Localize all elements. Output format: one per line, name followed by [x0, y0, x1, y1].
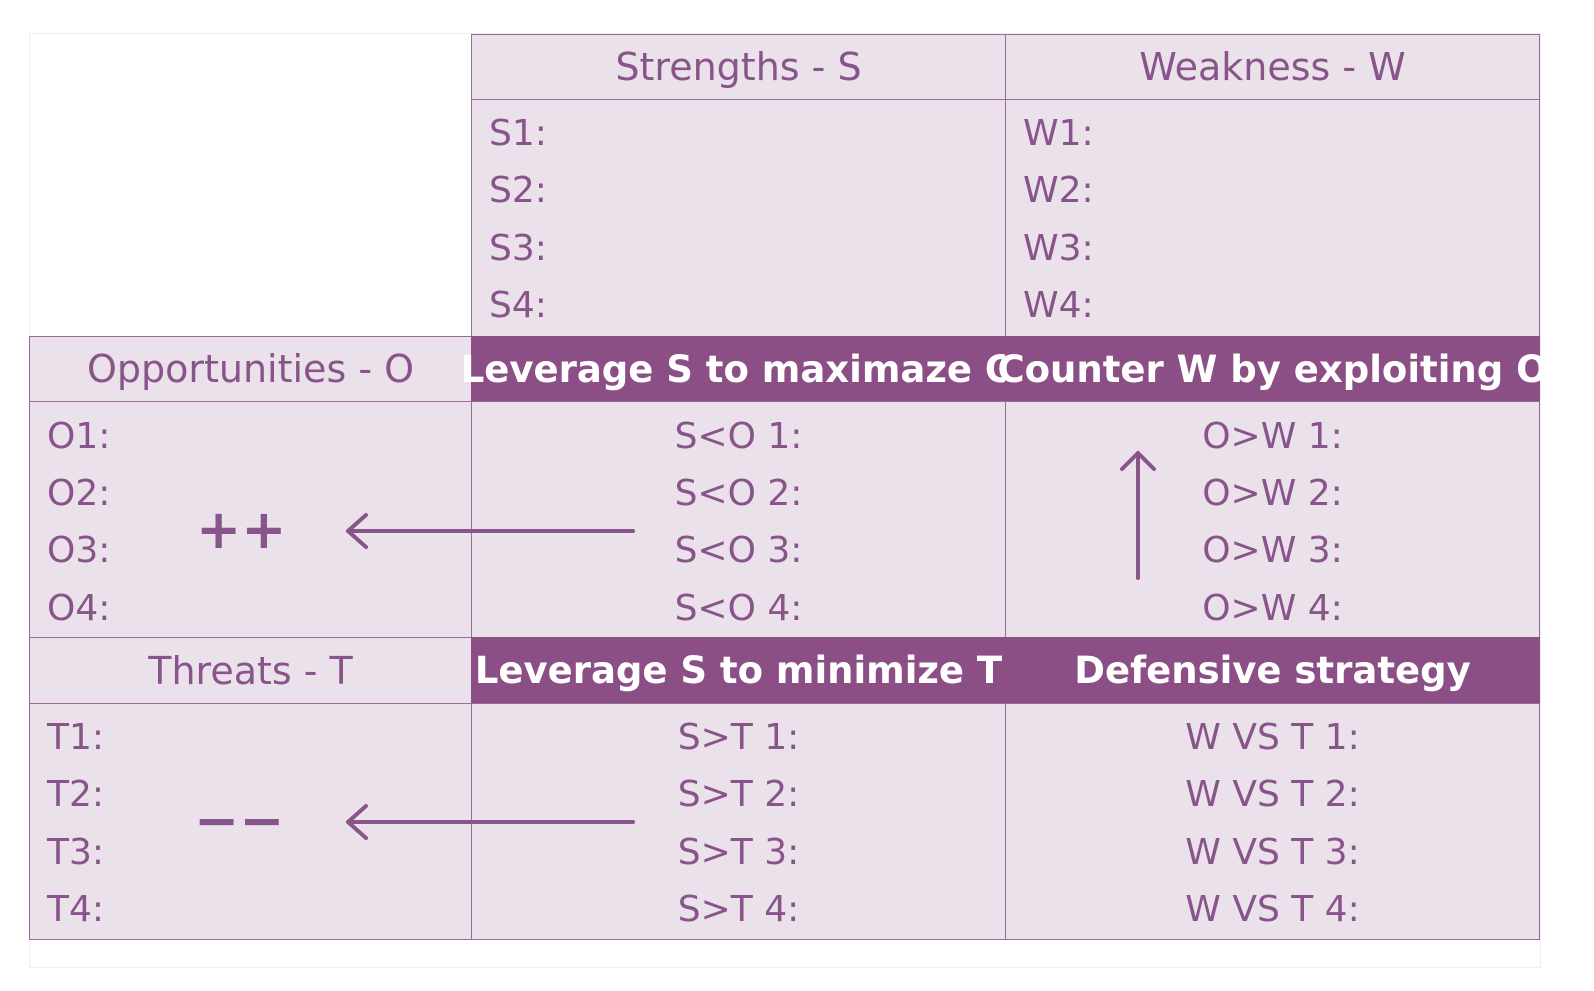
- strengths-header: Strengths - S: [471, 34, 1006, 100]
- minus-minus-symbol: −−: [194, 789, 285, 852]
- wo-strategy-header: Counter W by exploiting O: [997, 336, 1548, 402]
- plus-plus-symbol: ++: [196, 498, 287, 561]
- list-item: O1:: [47, 416, 111, 457]
- list-item: O>W 3:: [1202, 530, 1343, 571]
- list-item: S>T 1:: [677, 717, 800, 758]
- list-item: T3:: [47, 832, 105, 873]
- list-item: W VS T 3:: [1185, 832, 1360, 873]
- st-strategy-header: Leverage S to minimize T: [471, 637, 1006, 704]
- weakness-title: Weakness - W: [1139, 45, 1406, 89]
- list-item: W3:: [1023, 228, 1094, 269]
- list-item: O2:: [47, 473, 111, 514]
- wt-strategy-list: W VS T 1: W VS T 2: W VS T 3: W VS T 4:: [1005, 703, 1540, 940]
- list-item: S1:: [489, 113, 547, 154]
- list-item: O4:: [47, 588, 111, 629]
- threats-title: Threats - T: [148, 648, 353, 693]
- list-item: W2:: [1023, 170, 1094, 211]
- list-item: S<O 3:: [674, 530, 803, 571]
- list-item: S>T 4:: [677, 889, 800, 930]
- list-item: O>W 2:: [1202, 473, 1343, 514]
- list-item: W VS T 2:: [1185, 774, 1360, 815]
- list-item: S>T 3:: [677, 832, 800, 873]
- wt-strategy-header: Defensive strategy: [1005, 637, 1540, 704]
- st-strategy-title: Leverage S to minimize T: [474, 649, 1003, 692]
- so-strategy-title: Leverage S to maximaze O: [460, 347, 1017, 391]
- so-strategy-header: Leverage S to maximaze O: [461, 336, 1016, 402]
- list-item: O3:: [47, 530, 111, 571]
- list-item: T4:: [47, 889, 105, 930]
- opportunities-header: Opportunities - O: [29, 336, 472, 402]
- strengths-list: S1: S2: S3: S4:: [471, 99, 1006, 337]
- list-item: O>W 4:: [1202, 588, 1343, 629]
- list-item: S3:: [489, 228, 547, 269]
- so-strategy-list: S<O 1: S<O 2: S<O 3: S<O 4:: [471, 401, 1006, 638]
- list-item: T1:: [47, 717, 105, 758]
- list-item: T2:: [47, 774, 105, 815]
- list-item: O>W 1:: [1202, 416, 1343, 457]
- list-item: W4:: [1023, 285, 1094, 326]
- list-item: S<O 4:: [674, 588, 803, 629]
- wo-strategy-title: Counter W by exploiting O: [997, 347, 1548, 391]
- list-item: S<O 2:: [674, 473, 803, 514]
- strengths-title: Strengths - S: [615, 45, 862, 89]
- wo-strategy-list: O>W 1: O>W 2: O>W 3: O>W 4:: [1005, 401, 1540, 638]
- list-item: W VS T 1:: [1185, 717, 1360, 758]
- weakness-header: Weakness - W: [1005, 34, 1540, 100]
- wt-strategy-title: Defensive strategy: [1074, 649, 1471, 692]
- list-item: W1:: [1023, 113, 1094, 154]
- weakness-list: W1: W2: W3: W4:: [1005, 99, 1540, 337]
- threats-header: Threats - T: [29, 637, 472, 704]
- opportunities-list: O1: O2: O3: O4: ++: [29, 401, 472, 638]
- list-item: S<O 1:: [674, 416, 803, 457]
- st-strategy-list: S>T 1: S>T 2: S>T 3: S>T 4:: [471, 703, 1006, 940]
- list-item: S>T 2:: [677, 774, 800, 815]
- list-item: S4:: [489, 285, 547, 326]
- list-item: W VS T 4:: [1185, 889, 1360, 930]
- list-item: S2:: [489, 170, 547, 211]
- threats-list: T1: T2: T3: T4: −−: [29, 703, 472, 940]
- opportunities-title: Opportunities - O: [86, 347, 415, 391]
